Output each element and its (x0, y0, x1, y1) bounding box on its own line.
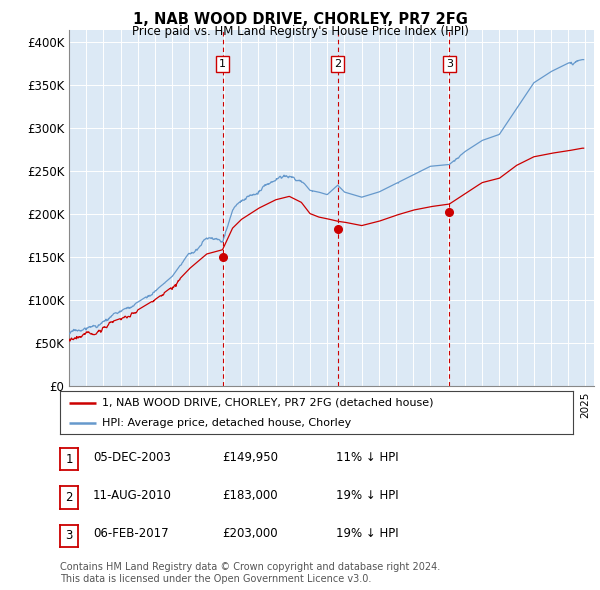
Text: Contains HM Land Registry data © Crown copyright and database right 2024.
This d: Contains HM Land Registry data © Crown c… (60, 562, 440, 584)
Text: 3: 3 (446, 59, 453, 69)
Text: 11% ↓ HPI: 11% ↓ HPI (336, 451, 398, 464)
Text: 3: 3 (65, 529, 73, 542)
Text: £203,000: £203,000 (222, 527, 278, 540)
Text: HPI: Average price, detached house, Chorley: HPI: Average price, detached house, Chor… (102, 418, 352, 428)
Text: 11-AUG-2010: 11-AUG-2010 (93, 489, 172, 502)
Text: £149,950: £149,950 (222, 451, 278, 464)
Text: 1, NAB WOOD DRIVE, CHORLEY, PR7 2FG (detached house): 1, NAB WOOD DRIVE, CHORLEY, PR7 2FG (det… (102, 398, 434, 408)
Text: £183,000: £183,000 (222, 489, 278, 502)
Text: 2: 2 (334, 59, 341, 69)
Text: 19% ↓ HPI: 19% ↓ HPI (336, 527, 398, 540)
Text: 06-FEB-2017: 06-FEB-2017 (93, 527, 169, 540)
Text: 2: 2 (65, 491, 73, 504)
Text: 05-DEC-2003: 05-DEC-2003 (93, 451, 171, 464)
Text: 19% ↓ HPI: 19% ↓ HPI (336, 489, 398, 502)
Text: 1, NAB WOOD DRIVE, CHORLEY, PR7 2FG: 1, NAB WOOD DRIVE, CHORLEY, PR7 2FG (133, 12, 467, 27)
Text: Price paid vs. HM Land Registry's House Price Index (HPI): Price paid vs. HM Land Registry's House … (131, 25, 469, 38)
Text: 1: 1 (219, 59, 226, 69)
Text: 1: 1 (65, 453, 73, 466)
